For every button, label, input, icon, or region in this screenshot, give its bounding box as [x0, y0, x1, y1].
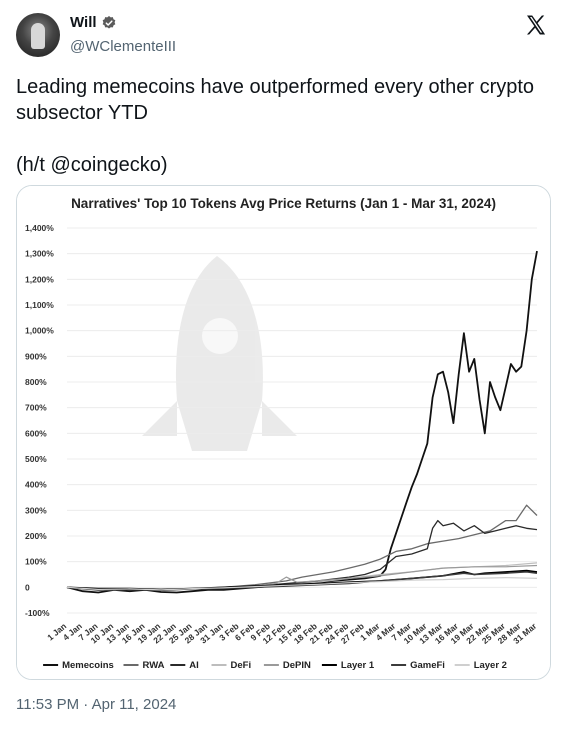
series-line-memecoins: [66, 250, 538, 594]
chart-title: Narratives' Top 10 Tokens Avg Price Retu…: [71, 196, 496, 211]
y-tick-label: 600%: [25, 428, 47, 438]
legend-label: RWA: [143, 660, 165, 671]
tweet-text-main: Leading memecoins have outperformed ever…: [16, 76, 535, 124]
x-logo-icon[interactable]: [524, 13, 548, 37]
legend-label: AI: [189, 660, 199, 671]
y-tick-label: 900%: [25, 351, 47, 361]
chart-grid: [67, 227, 537, 614]
legend-label: Memecoins: [62, 660, 114, 671]
author-row: Will: [70, 14, 117, 31]
y-tick-label: 1,000%: [25, 326, 54, 336]
y-tick-label: 1,200%: [25, 274, 54, 284]
y-tick-label: 1,400%: [25, 223, 54, 233]
y-tick-label: 700%: [25, 403, 47, 413]
chart-image[interactable]: Narratives' Top 10 Tokens Avg Price Retu…: [16, 185, 551, 680]
series-line-layer-2: [66, 577, 538, 591]
verified-badge-icon: [102, 15, 115, 29]
y-tick-label: 1,100%: [25, 300, 54, 310]
y-tick-label: 1,300%: [25, 249, 54, 259]
y-tick-label: 100%: [25, 557, 47, 567]
legend-label: DeFi: [231, 660, 252, 671]
legend-label: Layer 1: [341, 660, 375, 671]
tweet-timestamp[interactable]: 11:53 PM · Apr 11, 2024: [16, 696, 177, 713]
legend-label: DePIN: [283, 660, 311, 671]
tweet-text-credit[interactable]: (h/t @coingecko): [16, 154, 168, 176]
legend-label: GameFi: [410, 660, 445, 671]
y-tick-label: 0: [25, 582, 30, 592]
tweet-text: Leading memecoins have outperformed ever…: [16, 74, 551, 178]
legend-label: Layer 2: [474, 660, 507, 671]
avatar[interactable]: [16, 13, 60, 57]
author-name[interactable]: Will: [70, 14, 97, 31]
chart-legend: Memecoins RWA AI DeFi DePIN Layer 1 GameFi Laye…: [43, 660, 507, 671]
y-tick-label: 400%: [25, 480, 47, 490]
y-tick-label: 500%: [25, 454, 47, 464]
chart-series: [66, 250, 538, 594]
y-tick-label: -100%: [25, 608, 50, 618]
y-axis: -100% 0 100% 200% 300% 400% 500% 600% 700% 800% 90…: [25, 223, 54, 618]
y-tick-label: 200%: [25, 531, 47, 541]
y-tick-label: 800%: [25, 377, 47, 387]
line-chart: Narratives' Top 10 Tokens Avg Price Retu…: [17, 186, 550, 679]
author-handle[interactable]: @WClementeIII: [70, 38, 177, 55]
y-tick-label: 300%: [25, 505, 47, 515]
